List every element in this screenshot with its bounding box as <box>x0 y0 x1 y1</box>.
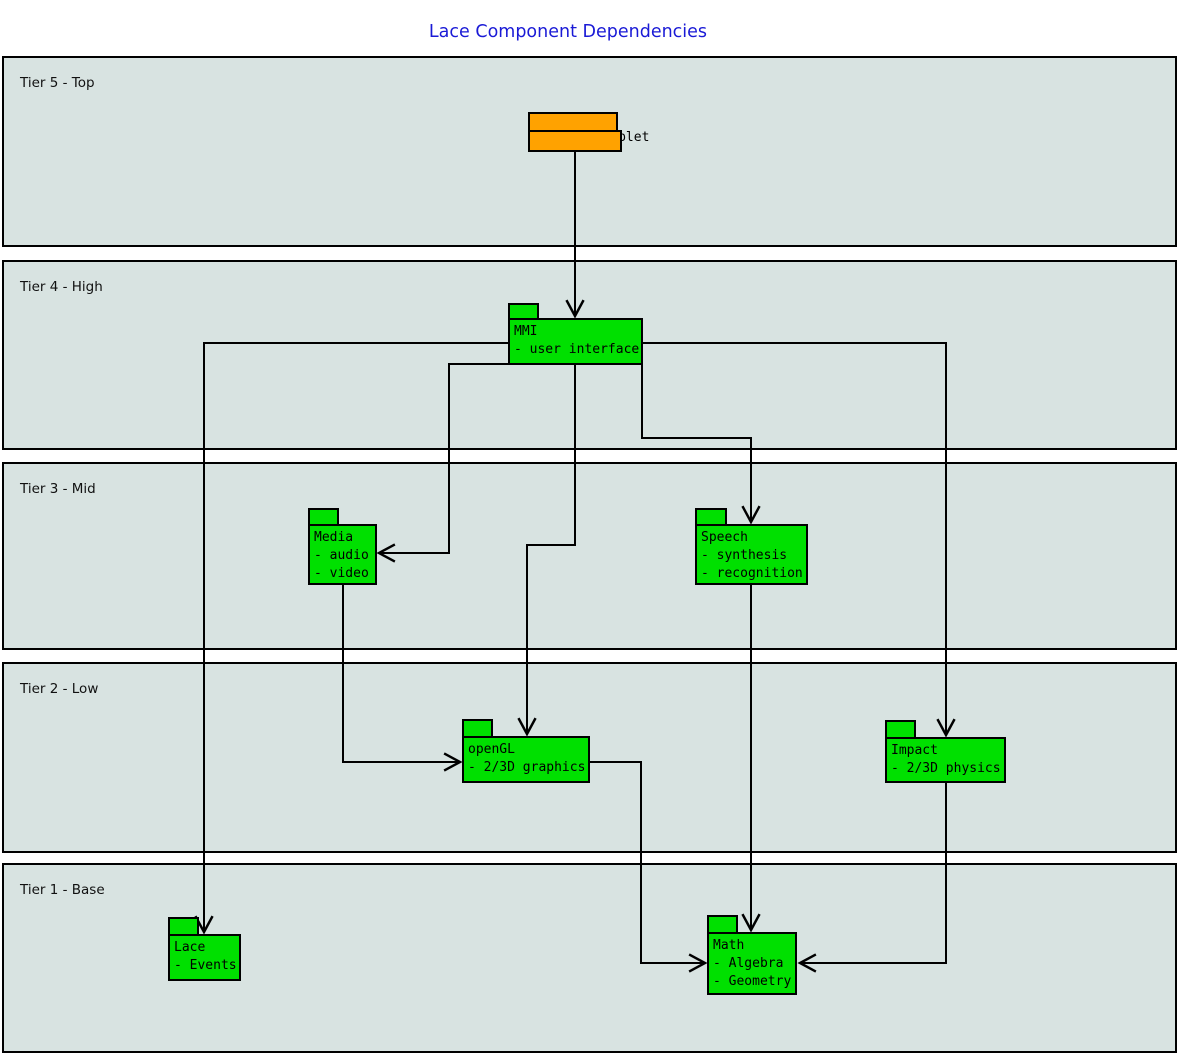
tier-band-3: Tier 3 - Mid <box>2 462 1177 650</box>
component-speech: Speech - synthesis - recognition <box>695 524 808 585</box>
component-opengl: openGL - 2/3D graphics <box>462 736 590 783</box>
component-media-detail-1: - audio <box>314 548 369 563</box>
component-speech-detail-2: - recognition <box>701 566 803 581</box>
component-speech-name: Speech <box>701 530 748 545</box>
tier-3-label: Tier 3 - Mid <box>20 481 96 497</box>
tier-5-label: Tier 5 - Top <box>20 75 95 91</box>
component-media: Media - audio - video <box>308 524 377 585</box>
tier-2-label: Tier 2 - Low <box>20 681 99 697</box>
component-mmi: MMI - user interface <box>508 318 643 365</box>
component-impact-detail: - 2/3D physics <box>891 761 1001 776</box>
component-opengl-name: openGL <box>468 742 515 757</box>
component-impact: Impact - 2/3D physics <box>885 737 1006 783</box>
component-user-applet: User Applet <box>528 112 649 145</box>
component-speech-detail-1: - synthesis <box>701 548 788 563</box>
component-lace: Lace - Events <box>168 934 241 981</box>
tier-4-label: Tier 4 - High <box>20 279 103 295</box>
component-lace-name: Lace <box>174 940 206 955</box>
component-opengl-detail: - 2/3D graphics <box>468 760 586 775</box>
tier-1-label: Tier 1 - Base <box>20 882 105 898</box>
component-user-applet-body <box>528 130 622 152</box>
diagram-title: Lace Component Dependencies <box>428 22 708 42</box>
component-mmi-detail: - user interface <box>514 342 640 357</box>
component-math: Math - Algebra - Geometry <box>707 932 797 995</box>
component-media-detail-2: - video <box>314 566 369 581</box>
component-lace-detail: - Events <box>174 958 237 973</box>
component-math-name: Math <box>713 938 745 953</box>
component-media-name: Media <box>314 530 354 545</box>
component-math-detail-2: - Geometry <box>713 974 792 989</box>
component-math-detail-1: - Algebra <box>713 956 784 971</box>
component-impact-name: Impact <box>891 743 938 758</box>
component-mmi-name: MMI <box>514 324 538 339</box>
